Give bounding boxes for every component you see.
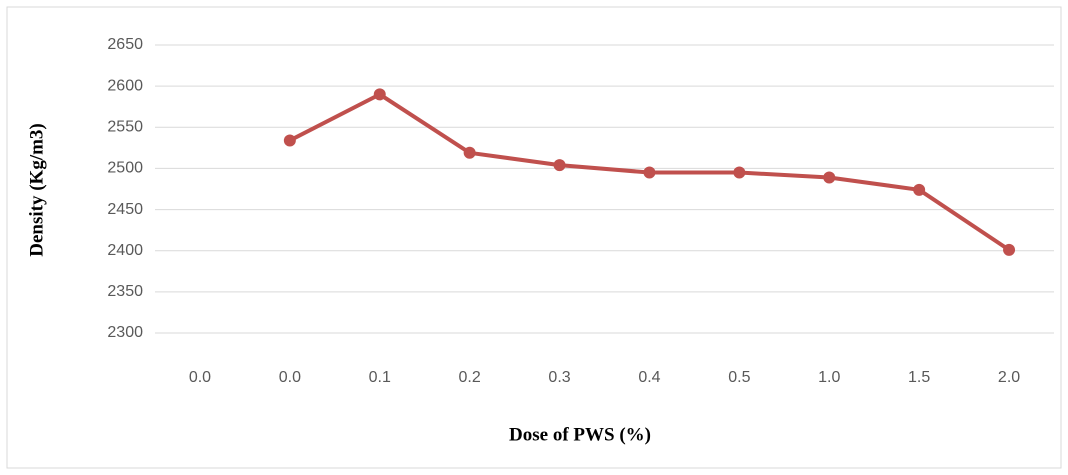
x-tick-label: 1.0 bbox=[818, 369, 840, 386]
chart-frame bbox=[6, 6, 1062, 469]
y-tick-label: 2450 bbox=[107, 201, 143, 218]
y-tick-label: 2600 bbox=[107, 77, 143, 94]
y-tick-label: 2550 bbox=[107, 119, 143, 136]
x-tick-label: 1.5 bbox=[908, 369, 930, 386]
x-tick-label: 0.1 bbox=[369, 369, 391, 386]
data-point bbox=[463, 146, 476, 159]
y-tick-label: 2350 bbox=[107, 283, 143, 300]
y-tick-label: 2300 bbox=[107, 324, 143, 341]
data-point bbox=[283, 134, 296, 147]
x-tick-label: 0.4 bbox=[638, 369, 660, 386]
data-point bbox=[643, 166, 656, 179]
y-tick-label: 2500 bbox=[107, 160, 143, 177]
data-point bbox=[733, 166, 746, 179]
y-axis-title: Density (Kg/m3) bbox=[26, 123, 47, 257]
y-tick-label: 2650 bbox=[107, 36, 143, 53]
x-tick-label: 2.0 bbox=[998, 369, 1020, 386]
data-point bbox=[373, 88, 386, 101]
x-tick-label: 0.0 bbox=[279, 369, 301, 386]
x-axis-title: Dose of PWS (%) bbox=[509, 424, 651, 445]
y-tick-label: 2400 bbox=[107, 242, 143, 259]
data-point bbox=[553, 159, 566, 172]
data-point bbox=[823, 171, 836, 184]
x-tick-label: 0.0 bbox=[189, 369, 211, 386]
data-point bbox=[913, 183, 926, 196]
x-tick-label: 0.3 bbox=[548, 369, 570, 386]
x-tick-label: 0.5 bbox=[728, 369, 750, 386]
data-point bbox=[1003, 243, 1016, 256]
x-tick-label: 0.2 bbox=[459, 369, 481, 386]
